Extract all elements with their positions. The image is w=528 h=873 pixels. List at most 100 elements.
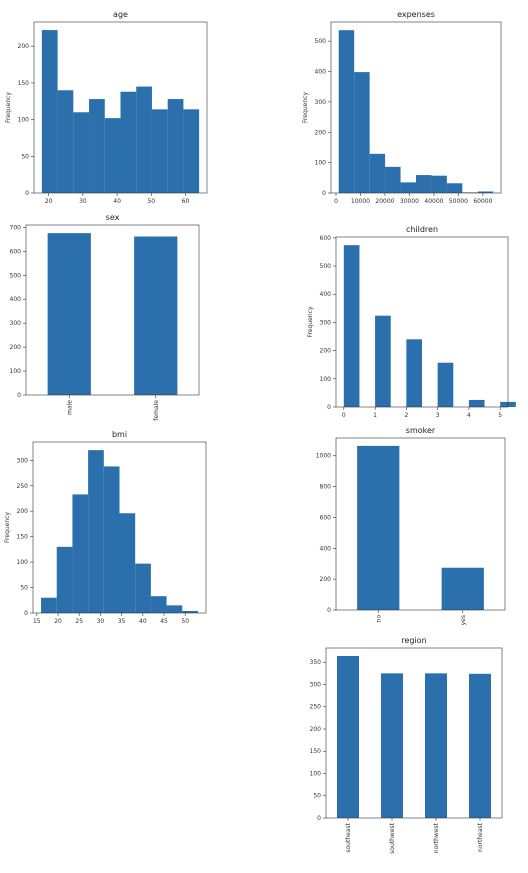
- chart-age: age Frequency 0 50 100 150 200 20 30 40 50 60: [5, 10, 208, 205]
- chart-children: children Frequency 0 100 200 300 400 500 600 0 1 2 3…: [307, 225, 516, 419]
- y-tick-label-region-3: 150: [310, 748, 322, 755]
- y-tick-label-expenses-3: 300: [315, 99, 327, 106]
- y-tick-label-sex-6: 600: [10, 248, 22, 255]
- axes-frame-bmi: [32, 441, 207, 614]
- x-tick-label-expenses-1: 10000: [351, 198, 370, 205]
- y-tick-label-bmi-3: 150: [17, 534, 29, 541]
- bar-bmi-8: [166, 605, 183, 613]
- bar-age-5: [120, 91, 137, 193]
- bar-age-7: [151, 109, 168, 193]
- x-tick-label-expenses-2: 20000: [375, 198, 394, 205]
- y-tick-label-age-2: 100: [18, 117, 30, 124]
- bar-region-2: [425, 673, 447, 818]
- y-tick-label-bmi-5: 250: [17, 483, 29, 490]
- bar-expenses-5: [415, 175, 432, 193]
- y-tick-label-expenses-2: 200: [315, 129, 327, 136]
- x-tick-label-bmi-5: 40: [139, 618, 147, 625]
- x-tick-label-smoker-0: no: [375, 615, 382, 623]
- bar-smoker-0: [357, 445, 400, 610]
- y-tick-label-sex-5: 500: [10, 272, 22, 279]
- y-tick-label-region-2: 100: [310, 770, 322, 777]
- bar-age-0: [41, 30, 58, 193]
- x-tick-label-age-4: 60: [182, 198, 190, 205]
- y-tick-label-children-3: 300: [320, 319, 332, 326]
- x-tick-label-expenses-5: 50000: [449, 198, 468, 205]
- y-tick-label-expenses-4: 400: [315, 69, 327, 76]
- y-tick-label-smoker-1: 200: [320, 576, 332, 583]
- chart-expenses: expenses Frequency 0 100 200 300 400 500 0 10000 2…: [302, 10, 502, 205]
- x-tick-label-region-1: southwest: [389, 822, 396, 853]
- y-tick-label-sex-7: 700: [10, 224, 22, 231]
- chart-region: region 0 50 100 150 200 250 300 350 southeast sout…: [310, 636, 503, 854]
- y-tick-label-smoker-5: 1000: [316, 453, 331, 460]
- bar-expenses-4: [400, 182, 416, 193]
- chart-title-region: region: [401, 636, 426, 645]
- y-tick-label-age-3: 150: [18, 80, 30, 87]
- x-tick-label-age-3: 50: [147, 198, 155, 205]
- x-tick-label-age-1: 30: [79, 198, 87, 205]
- y-tick-label-age-4: 200: [18, 43, 30, 50]
- y-tick-label-age-0: 0: [25, 190, 29, 197]
- bar-smoker-1: [441, 567, 484, 610]
- bar-bmi-5: [119, 513, 136, 613]
- axes-frame-age: [33, 21, 208, 194]
- bar-expenses-3: [385, 166, 401, 193]
- y-tick-label-region-5: 250: [310, 704, 322, 711]
- bar-sex-1: [134, 236, 178, 395]
- x-tick-label-age-2: 40: [113, 198, 121, 205]
- y-tick-label-region-1: 50: [313, 793, 321, 800]
- y-tick-label-sex-0: 0: [17, 392, 21, 399]
- y-tick-label-smoker-0: 0: [327, 607, 331, 614]
- bar-expenses-8: [462, 192, 478, 193]
- x-tick-label-bmi-6: 45: [160, 618, 168, 625]
- bar-region-1: [381, 673, 403, 818]
- y-tick-label-region-7: 350: [310, 659, 322, 666]
- bar-bmi-4: [103, 466, 120, 613]
- x-tick-label-bmi-3: 30: [97, 618, 105, 625]
- chart-title-children: children: [406, 225, 438, 234]
- bar-bmi-7: [150, 596, 167, 613]
- axes-frame-children: [335, 236, 509, 408]
- axes-frame-sex: [25, 224, 200, 396]
- y-tick-label-smoker-2: 400: [320, 545, 332, 552]
- x-tick-label-children-1: 1: [373, 412, 377, 419]
- bar-bmi-0: [41, 597, 57, 613]
- bar-bmi-2: [72, 494, 89, 613]
- bar-region-0: [337, 656, 359, 818]
- bar-age-1: [57, 90, 74, 193]
- y-tick-label-sex-2: 200: [10, 344, 22, 351]
- bar-expenses-9: [477, 191, 494, 193]
- y-tick-label-sex-4: 400: [10, 296, 22, 303]
- x-tick-label-bmi-2: 25: [75, 618, 83, 625]
- y-tick-label-bmi-1: 50: [20, 585, 28, 592]
- x-tick-label-region-0: southeast: [345, 822, 352, 852]
- bar-age-8: [167, 99, 184, 193]
- x-tick-label-expenses-4: 40000: [424, 198, 443, 205]
- x-tick-label-expenses-3: 30000: [400, 198, 419, 205]
- y-axis-label-age: Frequency: [5, 92, 12, 123]
- x-tick-label-bmi-4: 35: [118, 618, 126, 625]
- y-tick-label-children-4: 400: [320, 291, 332, 298]
- x-tick-label-children-0: 0: [342, 412, 346, 419]
- x-tick-label-children-4: 4: [467, 412, 471, 419]
- x-tick-label-age-0: 20: [45, 198, 53, 205]
- chart-title-sex: sex: [106, 213, 120, 222]
- chart-title-smoker: smoker: [406, 426, 436, 435]
- axes-frame-region: [325, 647, 503, 819]
- y-tick-label-children-2: 200: [320, 348, 332, 355]
- chart-title-age: age: [113, 10, 128, 19]
- bar-age-3: [89, 99, 105, 193]
- y-tick-label-smoker-4: 800: [320, 484, 332, 491]
- bar-bmi-6: [135, 563, 151, 613]
- bar-bmi-1: [56, 546, 73, 613]
- bar-expenses-6: [431, 175, 447, 193]
- y-axis-label-expenses: Frequency: [302, 92, 309, 123]
- y-tick-label-sex-1: 100: [10, 368, 22, 375]
- bar-children-3: [406, 339, 422, 407]
- x-tick-label-bmi-1: 20: [54, 618, 62, 625]
- y-tick-label-bmi-4: 200: [17, 508, 29, 515]
- bar-bmi-9: [182, 610, 198, 613]
- bar-age-2: [73, 112, 90, 193]
- y-tick-label-bmi-0: 0: [24, 610, 28, 617]
